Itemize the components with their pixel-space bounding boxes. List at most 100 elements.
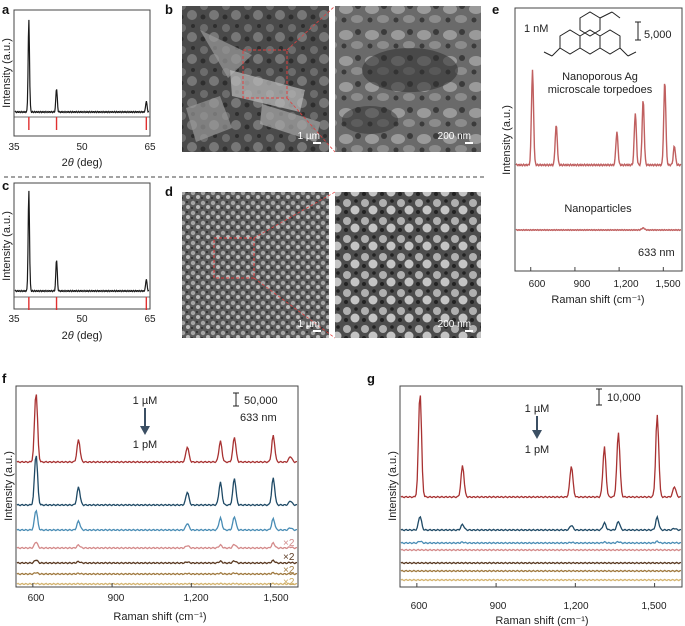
- raman-f-multiplier: ×2: [283, 552, 295, 563]
- sem-panel-b: 1 µm 200 nm: [182, 5, 481, 153]
- raman-f-series-5: [16, 559, 298, 565]
- raman-f-xtick-600: 600: [28, 593, 45, 604]
- raman-f-series-4: [16, 541, 298, 550]
- raman-g-conc-low: 1 pM: [525, 444, 549, 456]
- raman-f-xtick-1500: 1,500: [263, 593, 288, 604]
- raman-f-xtick-1200: 1,200: [183, 593, 208, 604]
- raman-g-series-4: [400, 548, 682, 552]
- xrd-a-frame: [13, 9, 151, 137]
- xrd-c-pattern: [14, 190, 150, 293]
- raman-g-xtick-1500: 1,500: [641, 601, 666, 612]
- panel-label-d: d: [165, 184, 173, 199]
- raman-f-arrow-head: [140, 426, 150, 435]
- raman-e-xticks: [530, 267, 664, 271]
- xrd-c-xtick-50: 50: [76, 314, 88, 325]
- xrd-c-xtick-35: 35: [8, 314, 20, 325]
- xrd-a-ylabel: Intensity (a.u.): [1, 38, 13, 108]
- raman-e-series-particles: [515, 227, 682, 232]
- raman-g-xlabel: Raman shift (cm⁻¹): [495, 615, 588, 626]
- raman-g-scale-value: 10,000: [607, 392, 641, 404]
- panel-label-a: a: [2, 2, 10, 17]
- raman-e-label-torpedoes-2: microscale torpedoes: [548, 84, 653, 96]
- xrd-a-xlabel: 2θ (deg): [62, 157, 103, 169]
- raman-f-multiplier: ×2: [283, 577, 295, 588]
- xrd-chart-a: Intensity (a.u.) 35 50 65 2θ (deg): [1, 9, 156, 169]
- raman-g-series-6: [400, 569, 682, 573]
- xrd-a-xtick-65: 65: [144, 142, 156, 153]
- raman-chart-g: 1 µM 1 pM 10,000 600 900 1,200 1,500 Ram…: [387, 385, 683, 626]
- panel-label-e: e: [492, 2, 499, 17]
- sem-b-scale-left: 1 µm: [298, 131, 320, 142]
- raman-f-wavelength: 633 nm: [240, 412, 277, 424]
- raman-f-xtick-900: 900: [108, 593, 125, 604]
- raman-chart-e: 1 nM 5,000 Nanoporous Ag microscale torp…: [501, 7, 683, 306]
- sem-d-zoom-line: [253, 191, 336, 239]
- panel-label-b: b: [165, 2, 173, 17]
- raman-e-xlabel: Raman shift (cm⁻¹): [551, 294, 644, 306]
- sem-b-zoom-line: [286, 97, 336, 153]
- raman-f-series-6: [16, 571, 298, 576]
- raman-g-xtick-600: 600: [411, 601, 428, 612]
- sem-d-left-image: [182, 192, 329, 338]
- xrd-c-reference-lines: [28, 297, 148, 310]
- xrd-a-xtick-50: 50: [76, 142, 88, 153]
- sem-b-zoom-box: [242, 49, 288, 99]
- sem-b-torpedo-shape: [230, 70, 305, 112]
- raman-f-conc-low: 1 pM: [133, 439, 157, 451]
- raman-f-series-2: [16, 455, 298, 507]
- raman-e-frame: [514, 7, 683, 272]
- sem-b-torpedo-shape: [186, 96, 232, 142]
- raman-f-series-3: [16, 509, 298, 532]
- rhodamine-molecule-icon: [543, 11, 637, 57]
- raman-f-series-7: [16, 582, 298, 586]
- sem-d-scale-left: 1 µm: [298, 319, 320, 330]
- raman-e-xtick-900: 900: [574, 279, 591, 290]
- raman-g-xtick-900: 900: [490, 601, 507, 612]
- raman-g-series-2: [400, 514, 682, 532]
- raman-g-series-7: [400, 578, 682, 582]
- panel-label-f: f: [2, 371, 7, 386]
- raman-f-multiplier: ×2: [283, 565, 295, 576]
- raman-g-series-group: [400, 395, 682, 582]
- raman-f-series-group: [16, 394, 298, 586]
- panel-label-c: c: [2, 178, 9, 193]
- sem-panel-d: 1 µm 200 nm: [182, 191, 481, 339]
- raman-g-series-3: [400, 540, 682, 545]
- raman-f-ylabel: Intensity (a.u.): [3, 451, 15, 521]
- raman-f-frame: [15, 385, 299, 588]
- sem-d-zoom-line: [253, 277, 336, 339]
- raman-e-xtick-1200: 1,200: [613, 279, 638, 290]
- raman-g-series-5: [400, 561, 682, 565]
- xrd-a-xtick-35: 35: [8, 142, 20, 153]
- sem-d-scale-bar-right: [465, 330, 473, 332]
- raman-e-label-particles: Nanoparticles: [564, 203, 632, 215]
- raman-f-series-1: [16, 394, 298, 464]
- raman-g-frame: [399, 385, 683, 588]
- sem-b-scale-bar-right: [465, 142, 473, 144]
- raman-e-label-torpedoes-1: Nanoporous Ag: [562, 71, 638, 83]
- raman-f-xticks: [32, 583, 272, 587]
- sem-b-zoom-line: [286, 5, 336, 51]
- sem-b-pore: [342, 106, 398, 134]
- raman-f-multiplier: ×2: [283, 538, 295, 549]
- raman-e-wavelength: 633 nm: [638, 247, 675, 259]
- xrd-c-frame: [13, 182, 151, 310]
- raman-f-conc-high: 1 µM: [133, 395, 158, 407]
- sem-d-scale-bar-left: [313, 330, 321, 332]
- raman-g-xtick-1200: 1,200: [563, 601, 588, 612]
- raman-e-scale-value: 5,000: [644, 29, 672, 41]
- raman-chart-f: 1 µM 1 pM 50,000 633 nm ×2 ×2 ×2 ×2 600 …: [3, 385, 299, 623]
- raman-g-xticks: [416, 583, 656, 587]
- raman-e-xtick-600: 600: [529, 279, 546, 290]
- raman-e-xtick-1500: 1,500: [655, 279, 680, 290]
- panel-label-g: g: [367, 371, 375, 386]
- sem-b-scale-right: 200 nm: [438, 131, 471, 142]
- xrd-c-ylabel: Intensity (a.u.): [1, 211, 13, 281]
- xrd-a-pattern: [14, 19, 150, 114]
- sem-d-scale-right: 200 nm: [438, 319, 471, 330]
- sem-d-zoom-box: [213, 237, 255, 279]
- sem-b-torpedo-shape: [200, 30, 252, 78]
- sem-b-scale-bar-left: [313, 142, 321, 144]
- raman-f-scale-value: 50,000: [244, 395, 278, 407]
